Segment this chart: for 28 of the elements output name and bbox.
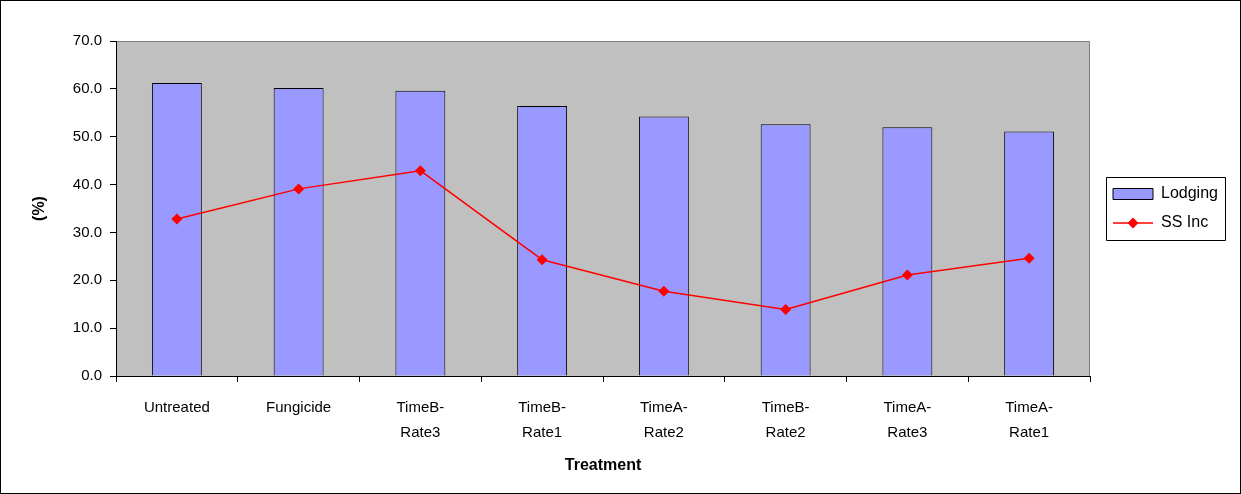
y-tick-label: 50.0 xyxy=(72,126,102,144)
x-tick-label: TimeB-Rate1 xyxy=(518,397,567,441)
y-tick-label: 30.0 xyxy=(72,222,102,240)
point xyxy=(293,183,305,195)
x-tick-label: TimeA-Rate3 xyxy=(883,397,932,441)
point xyxy=(171,213,183,225)
point xyxy=(658,285,670,297)
x-tick-label: Untreated xyxy=(143,397,210,415)
legend-label: SS Inc xyxy=(1161,213,1209,231)
y-tick-label: 10.0 xyxy=(72,318,102,336)
x-axis-title: Treatment xyxy=(564,455,642,473)
y-tick-label: 40.0 xyxy=(72,174,102,192)
x-tick-label: TimeA-Rate1 xyxy=(1005,397,1054,441)
x-tick-label: TimeA-Rate2 xyxy=(639,397,688,441)
x-tick-label: TimeB-Rate2 xyxy=(761,397,810,441)
y-tick-label: 70.0 xyxy=(72,31,102,49)
x-tick-label: TimeB-Rate3 xyxy=(396,397,445,441)
y-tick-label: 20.0 xyxy=(72,270,102,288)
point xyxy=(1023,252,1035,264)
point xyxy=(536,254,548,266)
point xyxy=(414,165,426,177)
legend-label: Lodging xyxy=(1161,184,1218,202)
x-tick-label: Fungicide xyxy=(266,397,332,415)
point xyxy=(780,303,792,315)
y-tick-label: 60.0 xyxy=(72,79,102,96)
y-tick-label: 0.0 xyxy=(81,366,102,384)
point xyxy=(901,269,913,281)
y-axis-title: (%) xyxy=(30,196,48,221)
